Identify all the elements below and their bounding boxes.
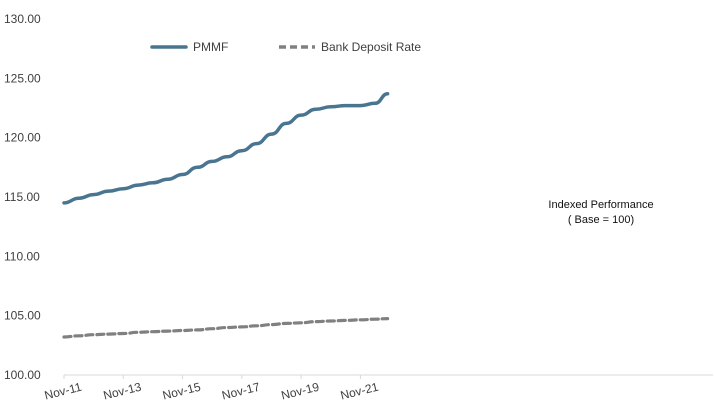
annotation-line-1: Indexed Performance (548, 199, 653, 211)
y-tick-label: 100.00 (4, 368, 41, 382)
y-tick-label: 120.00 (4, 131, 41, 145)
x-tick-label: Nov-13 (102, 380, 143, 403)
legend-label-pmmf: PMMF (193, 40, 228, 54)
chart-annotation: Indexed Performance ( Base = 100) (548, 199, 653, 226)
annotation-line-2: ( Base = 100) (568, 214, 634, 226)
legend: PMMF Bank Deposit Rate (150, 40, 421, 54)
x-tick-label: Nov-19 (280, 380, 321, 403)
y-axis-ticks: 100.00 105.00 110.00 115.00 120.00 125.00 130.… (4, 12, 41, 382)
y-tick-label: 115.00 (4, 190, 40, 204)
x-tick-label: Nov-21 (339, 380, 380, 403)
legend-label-bank-deposit-rate: Bank Deposit Rate (321, 40, 421, 54)
y-tick-label: 105.00 (4, 309, 41, 323)
x-tick-label: Nov-17 (220, 380, 261, 403)
y-tick-label: 130.00 (4, 12, 41, 26)
x-axis-ticks: Nov-11 Nov-13 Nov-15 Nov-17 Nov-19 Nov-21 (43, 375, 380, 403)
y-tick-label: 110.00 (4, 249, 40, 263)
y-tick-label: 125.00 (4, 71, 41, 85)
x-tick-label: Nov-15 (161, 380, 202, 403)
series-line-bank-deposit-rate (62, 317, 390, 339)
series-line-pmmf (62, 92, 390, 205)
series-layer (62, 92, 390, 339)
x-tick-label: Nov-11 (43, 380, 83, 403)
